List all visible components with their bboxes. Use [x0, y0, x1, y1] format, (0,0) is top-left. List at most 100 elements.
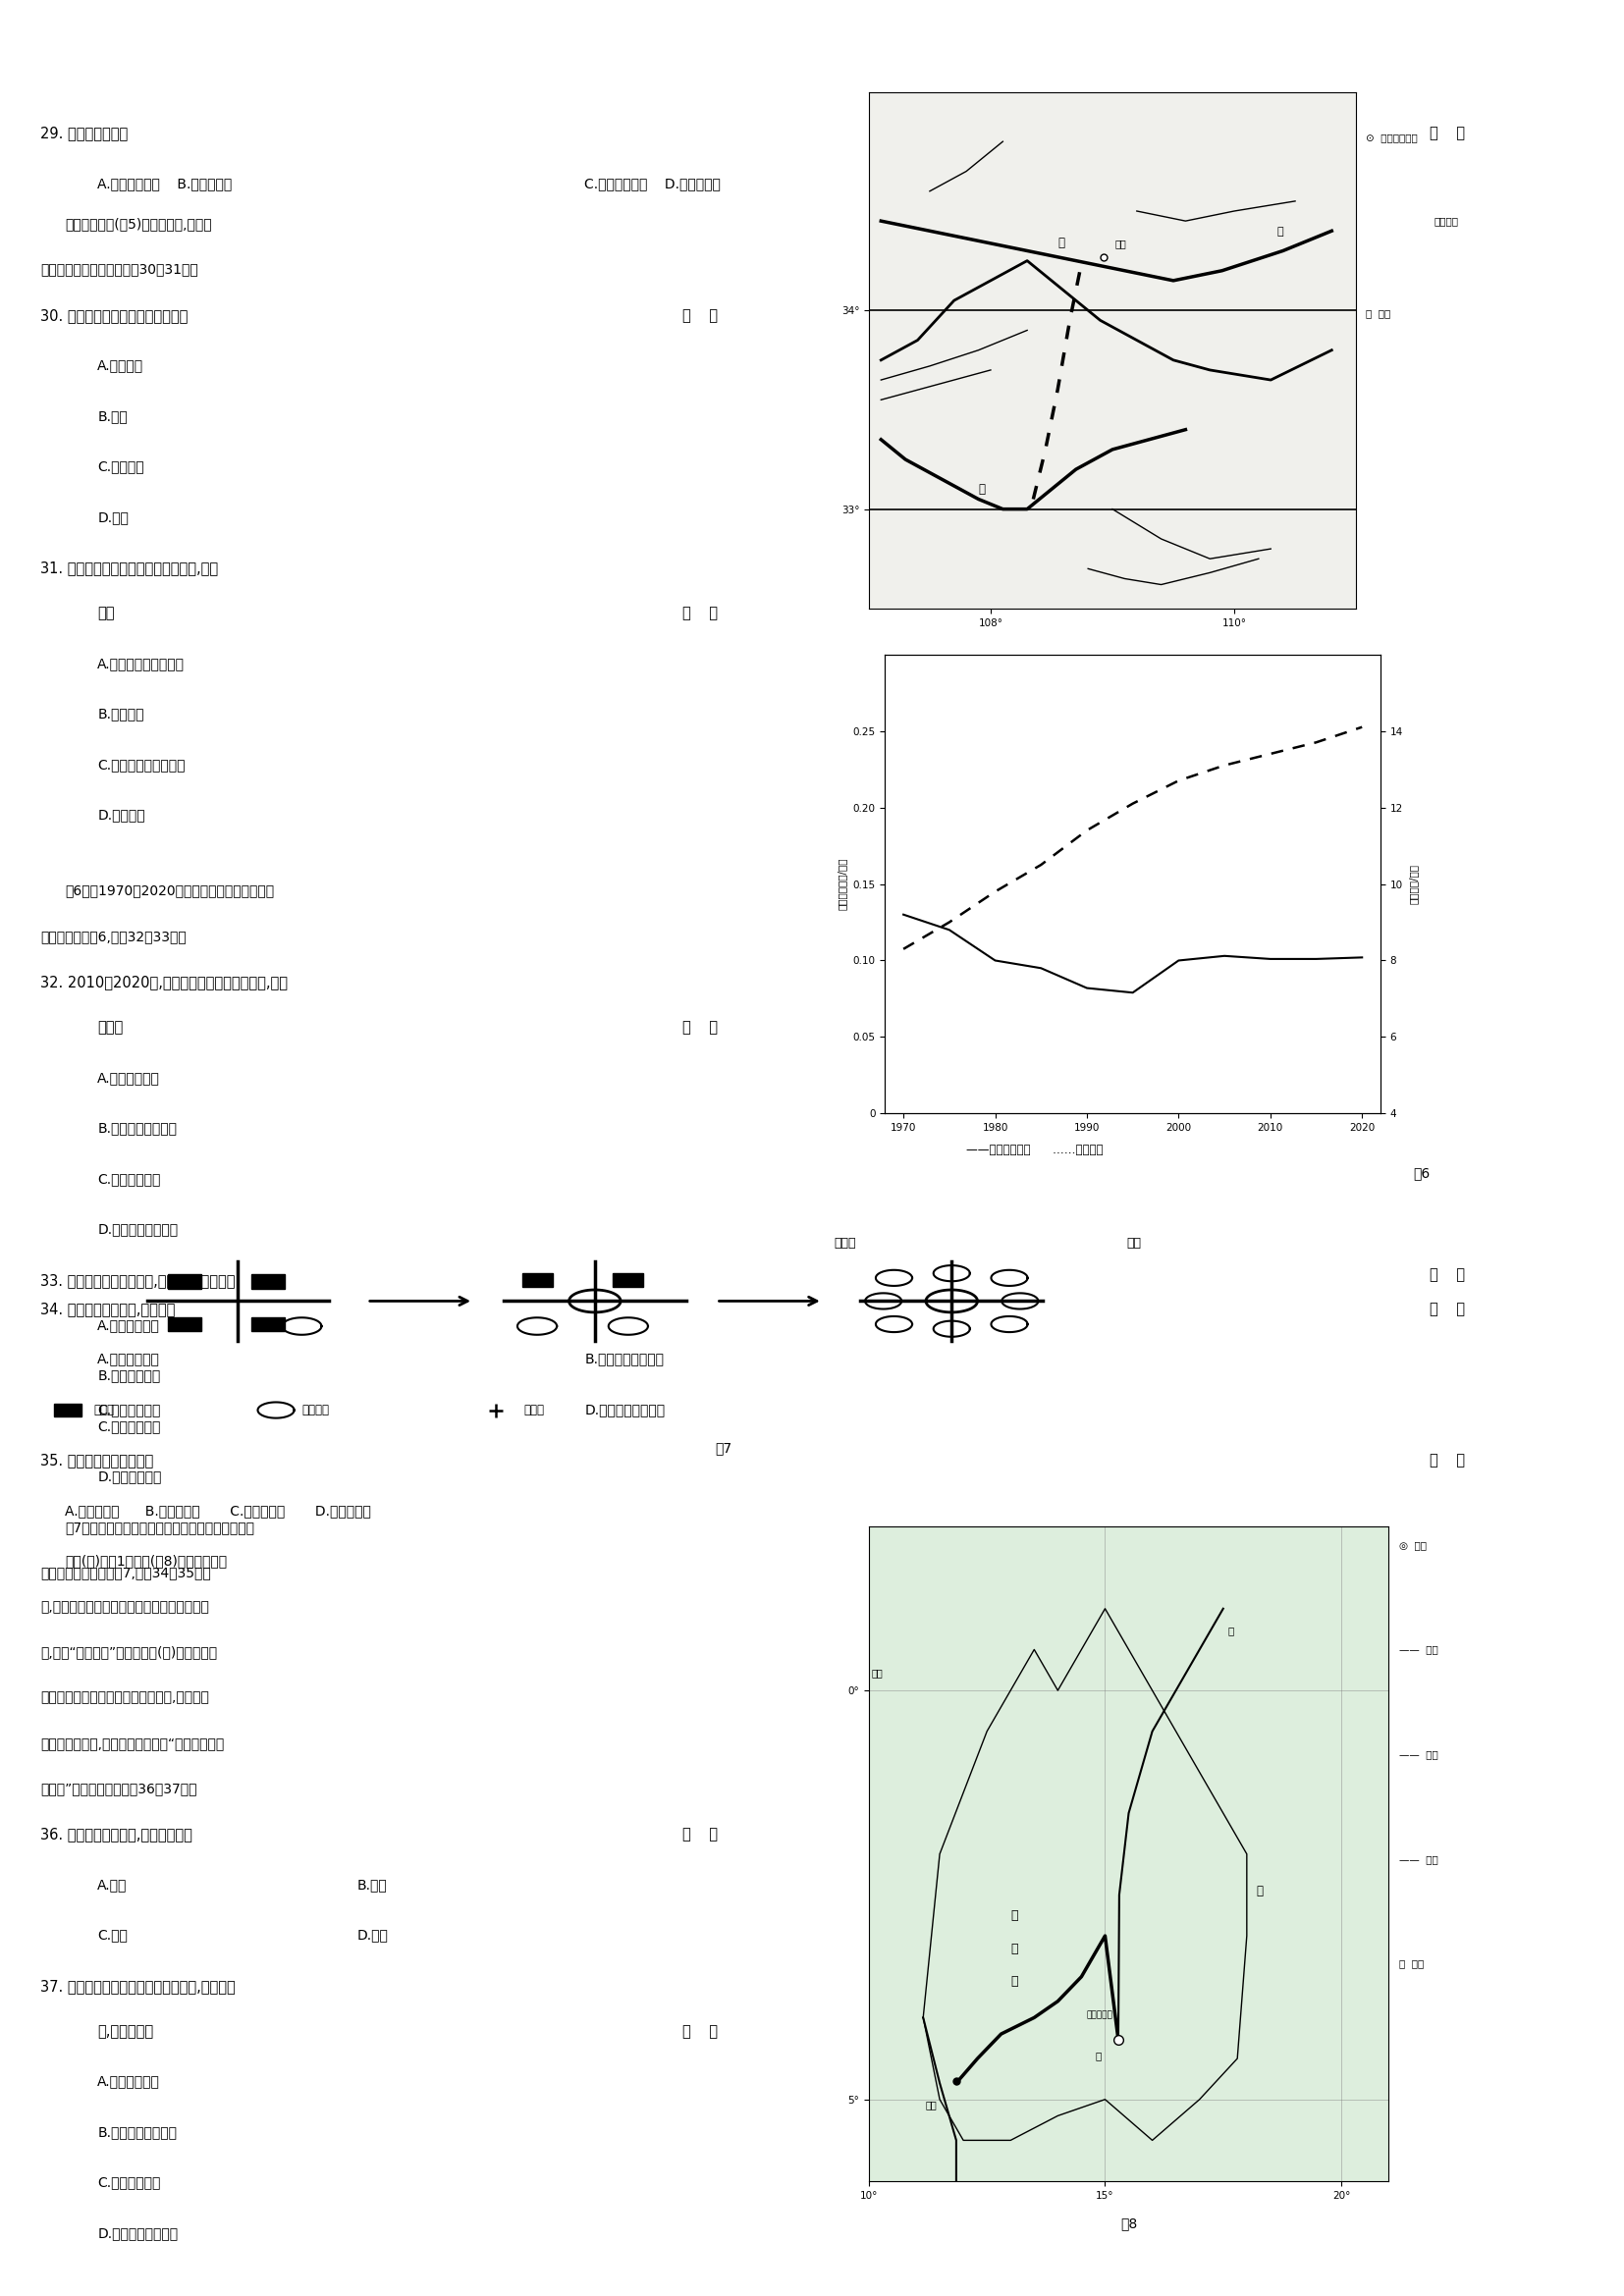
- Text: 图6示意1970～2020年我国人口数量及人均耕地: 图6示意1970～2020年我国人口数量及人均耕地: [65, 884, 274, 898]
- Text: 32. 2010～2020年,我国人均耕地面积趋于稳定,主要: 32. 2010～2020年,我国人均耕地面积趋于稳定,主要: [41, 976, 287, 990]
- Text: 境和谐”的方针。据此完成36～37题。: 境和谐”的方针。据此完成36～37题。: [41, 1782, 197, 1795]
- Text: 29. 留尼汪岛的降水: 29. 留尼汪岛的降水: [41, 126, 128, 140]
- Text: C.集中在七八月    D.以降雪为主: C.集中在七八月 D.以降雪为主: [585, 177, 721, 191]
- Text: C.基本农田建设: C.基本农田建设: [97, 1171, 161, 1185]
- Y-axis label: 人口数量/亿人: 人口数量/亿人: [1408, 863, 1418, 905]
- Text: B.地下回灌: B.地下回灌: [97, 707, 145, 721]
- Text: 地鐵站: 地鐵站: [523, 1403, 544, 1417]
- Text: 岚: 岚: [1010, 1910, 1018, 1922]
- Text: ——人均耕地面积      ……人口数量: ——人均耕地面积 ……人口数量: [966, 1143, 1103, 1157]
- Text: 〜  河流: 〜 河流: [1366, 308, 1390, 319]
- Text: ——  公路: —— 公路: [1398, 1855, 1437, 1864]
- Text: 原因是: 原因是: [97, 1019, 123, 1035]
- Text: 水隙洞补给渭河。据此完成30～31题。: 水隙洞补给渭河。据此完成30～31题。: [41, 262, 198, 276]
- Text: ⊙  省级行政中心: ⊙ 省级行政中心: [1366, 133, 1418, 142]
- Text: 岚果(布)国家1号公路(图8)由中国企业建: 岚果(布)国家1号公路(图8)由中国企业建: [65, 1554, 227, 1568]
- Text: 用于: 用于: [97, 606, 115, 620]
- Text: C.阴山山脉: C.阴山山脉: [97, 459, 145, 473]
- Text: C.城镇居民生活和生产: C.城镇居民生活和生产: [97, 758, 185, 771]
- Text: B.节约道路建设成本: B.节约道路建设成本: [97, 2126, 177, 2140]
- Text: B.商业规模逐渐萎缩: B.商业规模逐渐萎缩: [585, 1352, 664, 1366]
- Text: 图6: 图6: [1413, 1166, 1429, 1180]
- Text: 36. 建设和维护该公路,需要重点防范: 36. 建设和维护该公路,需要重点防范: [41, 1828, 193, 1841]
- Text: 面积变化。读图6,完成32～33题。: 面积变化。读图6,完成32～33题。: [41, 930, 187, 944]
- Text: 30. 引汉济渭工程的输水隙洞穿越了: 30. 引汉济渭工程的输水隙洞穿越了: [41, 308, 188, 324]
- Text: C.大力围湖造田: C.大力围湖造田: [97, 1419, 161, 1433]
- Text: 林、丘陵、沼泽,公路的修建遵循了“绿色建造、环: 林、丘陵、沼泽,公路的修建遵循了“绿色建造、环: [41, 1736, 224, 1750]
- Text: 利用类型的变化。读图7,完成34～35题。: 利用类型的变化。读图7,完成34～35题。: [41, 1566, 211, 1580]
- Text: 分,也是“一带一路”倡议在岚果(布)落地生根的: 分,也是“一带一路”倡议在岚果(布)落地生根的: [41, 1646, 218, 1660]
- Text: 引汉济渭工程(图5)从汉江引水,通过输: 引汉济渭工程(图5)从汉江引水,通过输: [65, 218, 211, 232]
- Text: D.回乡务农人口增多: D.回乡务农人口增多: [97, 1221, 179, 1235]
- Bar: [54, 1405, 81, 1417]
- Text: 35. 图示街区位于该城市的: 35. 图示街区位于该城市的: [41, 1453, 154, 1467]
- Text: D.秦岭: D.秦岭: [97, 510, 128, 523]
- Text: A.地震: A.地震: [97, 1878, 127, 1892]
- Text: A.东南多西北少    B.多为台风雨: A.东南多西北少 B.多为台风雨: [97, 177, 232, 191]
- Text: 黑角: 黑角: [926, 2101, 937, 2110]
- Text: D.商业活动趋于多样: D.商业活动趋于多样: [585, 1403, 666, 1417]
- Text: B.城镇化水平的提升: B.城镇化水平的提升: [97, 1120, 177, 1134]
- Text: 输水隙洞: 输水隙洞: [1434, 216, 1458, 225]
- Text: 注：图中资料暂未包括香港、澳门特别行政区和台湾省数据: 注：图中资料暂未包括香港、澳门特别行政区和台湾省数据: [901, 1093, 1070, 1102]
- Text: ——  国界: —— 国界: [1398, 1750, 1437, 1759]
- Text: D.方便野生动物穿行: D.方便野生动物穿行: [97, 2227, 179, 2241]
- Bar: [169, 1274, 201, 1288]
- Text: B.寒潮: B.寒潮: [357, 1878, 388, 1892]
- Text: B.南岭: B.南岭: [97, 409, 128, 422]
- Bar: [252, 1274, 286, 1288]
- Text: 精品项目。该公路沿线环境复杂多样,有原始森: 精品项目。该公路沿线环境复杂多样,有原始森: [41, 1690, 209, 1704]
- Text: 西安: 西安: [1114, 239, 1127, 248]
- Text: 赤道: 赤道: [870, 1669, 883, 1678]
- Text: 【    】: 【 】: [682, 1828, 718, 1841]
- Text: 商业街: 商业街: [835, 1238, 856, 1249]
- Text: 渭: 渭: [1057, 236, 1064, 250]
- Text: 设,是落实中非合作论坛会议精神的重要组成部: 设,是落实中非合作论坛会议精神的重要组成部: [41, 1600, 209, 1614]
- Text: 岚: 岚: [1096, 2050, 1101, 2060]
- Text: B.减少人口数量: B.减少人口数量: [97, 1368, 161, 1382]
- Text: 【    】: 【 】: [682, 606, 718, 620]
- Text: A.退耕还林还草: A.退耕还林还草: [97, 1070, 161, 1084]
- Text: ——  城市: —— 城市: [1398, 1644, 1437, 1655]
- Text: A.人工湿地景观的建设: A.人工湿地景观的建设: [97, 657, 185, 670]
- Text: D.暴雨: D.暴雨: [357, 1929, 388, 1942]
- Text: 【    】: 【 】: [1429, 1267, 1465, 1283]
- Text: 34. 随着地鐵站的开通,图示街区: 34. 随着地鐵站的开通,图示街区: [41, 1302, 175, 1316]
- Text: 37. 该公路沿线配合地形修建了缓边坡,并植草防: 37. 该公路沿线配合地形修建了缓边坡,并植草防: [41, 1979, 235, 1993]
- Text: A.地价保持稳定: A.地价保持稳定: [97, 1352, 161, 1366]
- Text: 布: 布: [1010, 1975, 1018, 1988]
- Text: A.中心商务区      B.城乡结合部       C.行政办公区       D.生态绿化带: A.中心商务区 B.城乡结合部 C.行政办公区 D.生态绿化带: [65, 1504, 372, 1518]
- Text: 【    】: 【 】: [682, 308, 718, 324]
- Text: ◎  首都: ◎ 首都: [1398, 1541, 1426, 1550]
- Text: A.昆仑山脉: A.昆仑山脉: [97, 358, 143, 372]
- Text: 【    】: 【 】: [1429, 1302, 1465, 1316]
- Text: A.严格保护耕地: A.严格保护耕地: [97, 1318, 161, 1332]
- Text: 图7示意我国某城市一个街区在地鐵站开通前后土地: 图7示意我国某城市一个街区在地鐵站开通前后土地: [65, 1520, 255, 1534]
- Bar: [612, 1274, 643, 1286]
- Text: 河: 河: [1276, 227, 1283, 236]
- Text: 布拉柴维尔: 布拉柴维尔: [1086, 2011, 1112, 2020]
- Text: C.防治水土流失: C.防治水土流失: [97, 2177, 161, 2190]
- Text: 护,主要是为了: 护,主要是为了: [97, 2025, 154, 2039]
- Text: 居民楼: 居民楼: [94, 1403, 114, 1417]
- Text: D.扩大城镇规模: D.扩大城镇规模: [97, 1469, 162, 1483]
- Text: C.人口密度减小: C.人口密度减小: [97, 1403, 161, 1417]
- Text: 【    】: 【 】: [1429, 126, 1465, 140]
- Text: 果: 果: [1010, 1942, 1018, 1956]
- Text: 31. 引汉济渭工程输送至渭河流域的水,主要: 31. 引汉济渭工程输送至渭河流域的水,主要: [41, 560, 219, 576]
- Text: C.大风: C.大风: [97, 1929, 128, 1942]
- Text: 图8: 图8: [1121, 2216, 1137, 2229]
- Text: 【    】: 【 】: [682, 1019, 718, 1035]
- Text: A.方便农民放牧: A.方便农民放牧: [97, 2076, 161, 2089]
- Text: 河: 河: [1228, 1626, 1234, 1635]
- Bar: [169, 1318, 201, 1332]
- Text: 【    】: 【 】: [1429, 1453, 1465, 1467]
- Text: 〜  河流: 〜 河流: [1398, 1958, 1424, 1968]
- Text: 【    】: 【 】: [682, 2025, 718, 2039]
- Bar: [521, 1274, 552, 1286]
- Text: 图5: 图5: [926, 868, 942, 882]
- Text: D.农田灌溉: D.农田灌溉: [97, 808, 145, 822]
- Text: 购物中心: 购物中心: [302, 1403, 330, 1417]
- Text: 33. 为了保障我国粮食安全,以下措施中可行的是: 33. 为了保障我国粮食安全,以下措施中可行的是: [41, 1272, 235, 1288]
- Y-axis label: 人均耕地面积/公顿: 人均耕地面积/公顿: [838, 859, 848, 909]
